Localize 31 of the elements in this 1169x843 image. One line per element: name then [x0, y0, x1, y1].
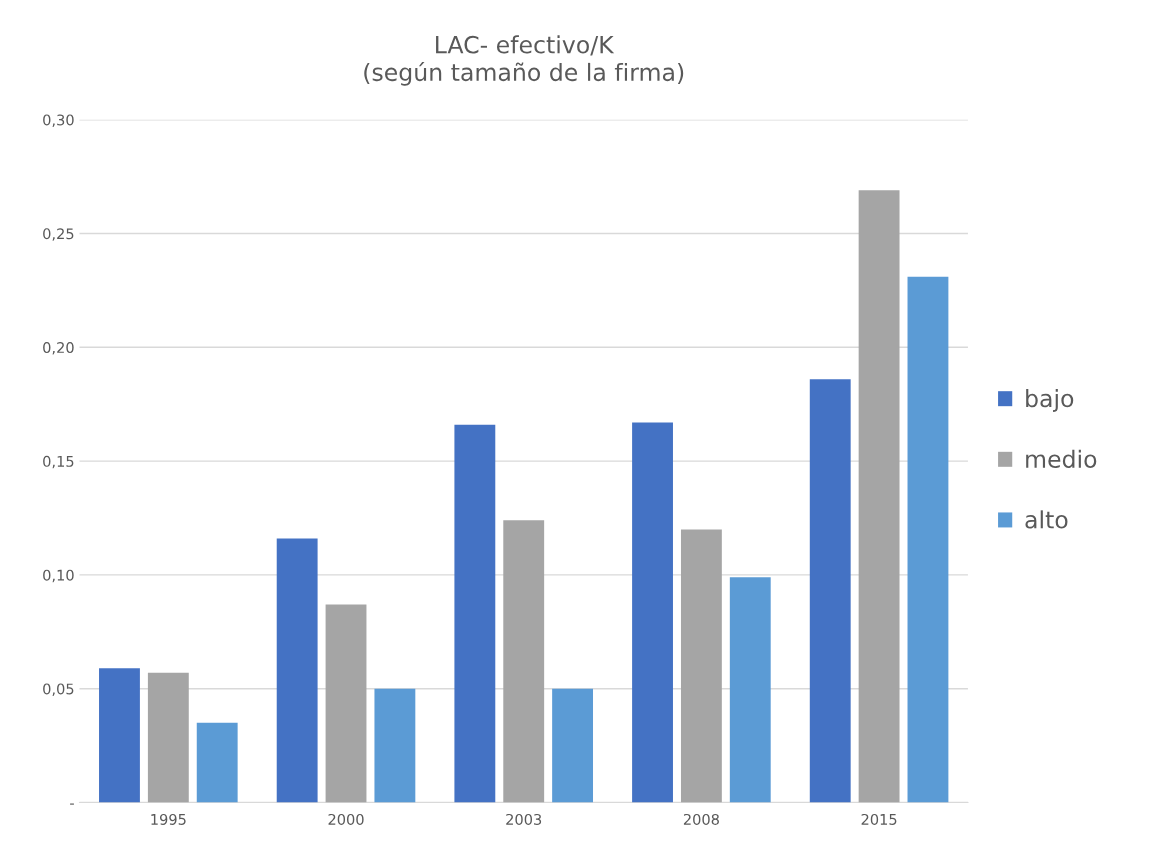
y-tick-label: -: [70, 803, 74, 805]
bar: [454, 424, 496, 803]
bar: [374, 688, 416, 803]
chart-title: LAC- efectivo/K (según tamaño de la firma): [364, 35, 684, 86]
bar: [325, 604, 367, 803]
bar: [503, 520, 545, 803]
y-tick-label: 0,20: [43, 342, 74, 355]
y-tick-label: 0,30: [43, 114, 74, 127]
bar: [809, 379, 851, 803]
x-tick-label: 2008: [683, 813, 719, 825]
bar: [907, 276, 949, 803]
x-tick-label: 2015: [861, 813, 897, 825]
bar: [729, 577, 771, 803]
bar: [276, 538, 318, 803]
legend-label: alto: [1025, 510, 1068, 529]
y-tick-label: 0,15: [43, 455, 74, 469]
legend-label: medio: [1026, 449, 1097, 468]
bar: [858, 190, 900, 803]
bar: [147, 672, 189, 803]
y-tick-label: 0,25: [43, 228, 74, 241]
x-tick-label: 1995: [151, 813, 186, 825]
bar: [680, 529, 722, 803]
x-tick-label: 2003: [506, 813, 542, 825]
bar: [99, 668, 140, 803]
y-tick-label: 0,10: [43, 569, 74, 583]
y-tick-label: 0,05: [43, 683, 74, 696]
bar: [196, 722, 238, 803]
x-tick-label: 2000: [328, 813, 364, 825]
bar: [632, 422, 673, 803]
bar: [552, 688, 594, 803]
legend-label: bajo: [1026, 389, 1074, 412]
